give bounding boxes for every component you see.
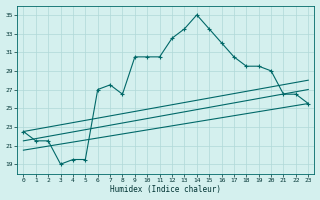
X-axis label: Humidex (Indice chaleur): Humidex (Indice chaleur): [110, 185, 221, 194]
